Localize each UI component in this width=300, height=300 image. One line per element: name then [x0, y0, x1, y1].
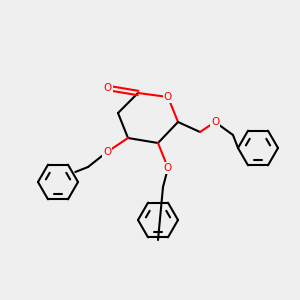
Text: O: O	[104, 83, 112, 93]
Text: O: O	[164, 92, 172, 102]
Text: O: O	[211, 117, 219, 127]
Text: O: O	[164, 163, 172, 173]
Text: O: O	[103, 147, 111, 157]
